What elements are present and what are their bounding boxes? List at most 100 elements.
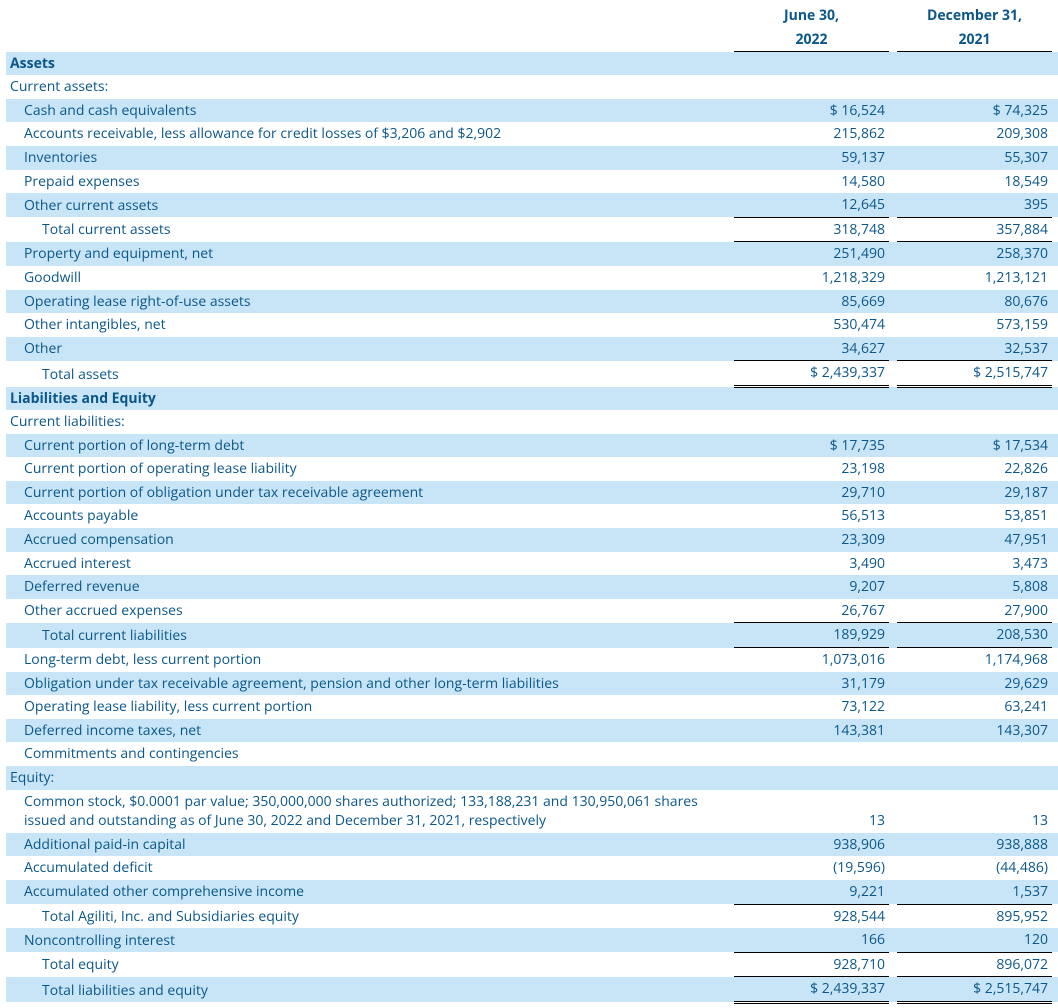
label: Accounts payable [6,504,726,528]
row-apic: Additional paid-in capital 938,906 938,8… [6,833,1058,857]
label: Other [6,337,726,361]
val-c1: 9,221 [734,880,889,904]
liab-header-row: Liabilities and Equity [6,387,1058,411]
val-c1: 3,490 [734,552,889,576]
val-c2: 3,473 [897,552,1052,576]
current-assets-label-row: Current assets: [6,75,1058,99]
val-c1: 1,218,329 [734,266,889,290]
val-c1: 1,073,016 [734,648,889,672]
val-c1: 23,309 [734,528,889,552]
row-intang: Other intangibles, net 530,474 573,159 [6,313,1058,337]
row-ar: Accounts receivable, less allowance for … [6,122,1058,146]
val-c1: 938,906 [734,833,889,857]
label: Long-term debt, less current portion [6,648,726,672]
row-te: Total equity 928,710 896,072 [6,952,1058,977]
row-inv: Inventories 59,137 55,307 [6,146,1058,170]
val-c2: 47,951 [897,528,1052,552]
val-c1: 85,669 [734,290,889,314]
current-assets-label: Current assets: [6,75,726,99]
row-aoci: Accumulated other comprehensive income 9… [6,880,1058,904]
equity-label-row: Equity: [6,766,1058,790]
val-c2: 208,530 [897,623,1052,648]
val-c1: 9,207 [734,575,889,599]
label: Common stock, $0.0001 par value; 350,000… [6,790,726,833]
assets-header-row: Assets [6,52,1058,76]
liab-header: Liabilities and Equity [6,387,726,411]
label: Total assets [6,361,726,387]
val-c1: 251,490 [734,242,889,266]
val-c2: 55,307 [897,146,1052,170]
val-c2: 29,187 [897,481,1052,505]
val-c2: 357,884 [897,217,1052,242]
val-c2: $ 2,515,747 [897,977,1052,1003]
val-c2: 29,629 [897,672,1052,696]
row-dit: Deferred income taxes, net 143,381 143,3… [6,719,1058,743]
col1-header-line2: 2022 [734,28,889,52]
row-cs: Common stock, $0.0001 par value; 350,000… [6,790,1058,833]
val-c1: 34,627 [734,337,889,361]
val-c2: 573,159 [897,313,1052,337]
label: Property and equipment, net [6,242,726,266]
val-c1: $ 2,439,337 [734,361,889,387]
label: Accounts receivable, less allowance for … [6,122,726,146]
val-c1: (19,596) [734,856,889,880]
label: Additional paid-in capital [6,833,726,857]
current-liab-label: Current liabilities: [6,410,726,434]
label: Accumulated deficit [6,856,726,880]
balance-sheet-table: June 30, December 31, 2022 2021 Assets C… [6,4,1058,1004]
val-c1: 23,198 [734,457,889,481]
label: Accrued compensation [6,528,726,552]
col1-header-line1: June 30, [734,4,889,28]
val-c2: $ 74,325 [897,99,1052,123]
label: Total Agiliti, Inc. and Subsidiaries equ… [6,904,726,928]
val-c2: 80,676 [897,290,1052,314]
val-c1: 26,767 [734,599,889,623]
col2-header-line2: 2021 [897,28,1052,52]
label: Total current assets [6,217,726,242]
row-prepaid: Prepaid expenses 14,580 18,549 [6,170,1058,194]
val-c2: 143,307 [897,719,1052,743]
val-c1: 530,474 [734,313,889,337]
val-c1: $ 17,735 [734,434,889,458]
val-c1: 29,710 [734,481,889,505]
val-c1: $ 2,439,337 [734,977,889,1003]
val-c2: 5,808 [897,575,1052,599]
col2-header-line1: December 31, [897,4,1052,28]
label: Current portion of operating lease liabi… [6,457,726,481]
val-c2: 209,308 [897,122,1052,146]
label: Deferred income taxes, net [6,719,726,743]
val-c2: 938,888 [897,833,1052,857]
row-rou: Operating lease right-of-use assets 85,6… [6,290,1058,314]
val-c2: 32,537 [897,337,1052,361]
val-c1: 13 [734,790,889,833]
val-c1: 318,748 [734,217,889,242]
current-liab-label-row: Current liabilities: [6,410,1058,434]
row-oae: Other accrued expenses 26,767 27,900 [6,599,1058,623]
row-ac: Accrued compensation 23,309 47,951 [6,528,1058,552]
val-c2: 53,851 [897,504,1052,528]
header-row-2: 2022 2021 [6,28,1058,52]
val-c2: 896,072 [897,952,1052,977]
val-c2 [897,742,1052,766]
row-ad: Accumulated deficit (19,596) (44,486) [6,856,1058,880]
label: Operating lease liability, less current … [6,695,726,719]
row-ta: Total assets $ 2,439,337 $ 2,515,747 [6,361,1058,387]
val-c2: 120 [897,928,1052,952]
val-c2: 258,370 [897,242,1052,266]
val-c1: 73,122 [734,695,889,719]
row-nci: Noncontrolling interest 166 120 [6,928,1058,952]
label: Goodwill [6,266,726,290]
label: Deferred revenue [6,575,726,599]
val-c1: 143,381 [734,719,889,743]
label: Cash and cash equivalents [6,99,726,123]
label: Total current liabilities [6,623,726,648]
val-c1: 12,645 [734,193,889,217]
label: Other intangibles, net [6,313,726,337]
row-ap: Accounts payable 56,513 53,851 [6,504,1058,528]
row-ppe: Property and equipment, net 251,490 258,… [6,242,1058,266]
row-dr: Deferred revenue 9,207 5,808 [6,575,1058,599]
val-c2: 22,826 [897,457,1052,481]
label: Inventories [6,146,726,170]
val-c2: $ 17,534 [897,434,1052,458]
row-oca: Other current assets 12,645 395 [6,193,1058,217]
